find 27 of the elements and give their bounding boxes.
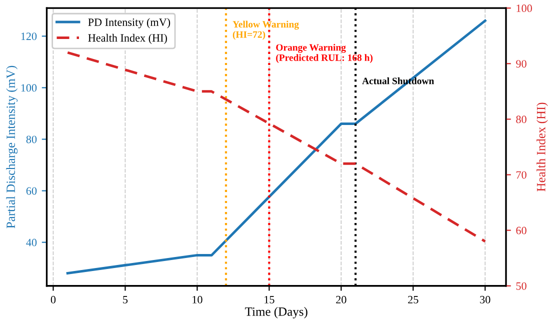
y2-axis-title: Health Index (HI) xyxy=(536,102,548,192)
x-axis-title: Time (Days) xyxy=(245,307,308,318)
y2-tick-label: 90 xyxy=(516,60,526,68)
x-tick-label: 25 xyxy=(408,296,418,304)
y2-tick-label: 70 xyxy=(516,171,526,179)
x-tick-label: 10 xyxy=(192,296,202,304)
y-tick-label: 100 xyxy=(21,84,37,92)
annotation: Orange Warning (Predicted RUL: 168 h) xyxy=(276,44,373,63)
legend-label: PD Intensity (mV) xyxy=(88,18,170,28)
line-series xyxy=(66,19,486,274)
y2-tick-label: 60 xyxy=(516,226,526,234)
x-tick-label: 15 xyxy=(264,296,274,304)
y-tick-label: 80 xyxy=(26,136,37,144)
line-series xyxy=(66,51,486,243)
y2-tick-label: 50 xyxy=(516,282,526,290)
y-tick-label: 60 xyxy=(26,187,37,195)
x-tick-label: 20 xyxy=(336,296,346,304)
x-tick-label: 30 xyxy=(480,296,490,304)
y-tick-label: 40 xyxy=(26,238,37,246)
y-axis-title: Partial Discharge Intensity (mV) xyxy=(6,66,18,228)
x-tick-label: 0 xyxy=(50,296,56,304)
y-tick-label: 120 xyxy=(21,32,37,40)
y2-tick-label: 100 xyxy=(516,4,532,12)
annotation: Yellow Warning (HI=72) xyxy=(232,20,299,40)
y2-tick-label: 80 xyxy=(516,116,526,124)
x-tick-label: 5 xyxy=(123,296,128,304)
legend-label: Health Index (HI) xyxy=(88,34,167,44)
